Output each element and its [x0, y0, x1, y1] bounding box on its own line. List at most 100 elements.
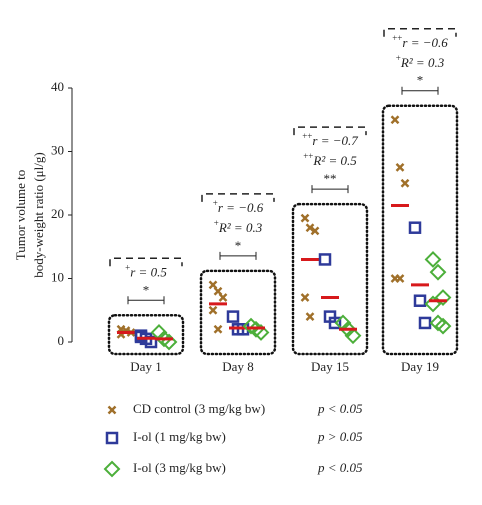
stat-sup: ++: [392, 33, 402, 43]
significance-bracket: [311, 185, 349, 194]
group-box: [291, 202, 369, 356]
stat-text: r = −0.7: [312, 133, 358, 148]
data-point: [318, 253, 332, 266]
marker-stroke: [390, 115, 400, 125]
stat-label: +r = 0.5: [125, 262, 167, 279]
data-point: [400, 178, 410, 188]
stat-label: +r = −0.6: [213, 198, 264, 215]
marker-stroke: [213, 286, 223, 296]
data-point: [408, 221, 422, 234]
y-tick-label: 30: [51, 142, 64, 157]
data-point: [305, 312, 315, 321]
stat-sup: +: [213, 198, 218, 208]
legend-label: I-ol (3 mg/kg bw): [133, 460, 226, 475]
marker-stroke: [305, 312, 315, 321]
significance: *: [235, 238, 242, 253]
significance-bracket: [219, 251, 257, 260]
data-point: [252, 324, 270, 341]
stat-text: r = 0.5: [130, 264, 167, 279]
significance-bracket: [127, 296, 165, 305]
marker-stroke: [300, 293, 310, 302]
stat-text: r = −0.6: [402, 35, 448, 50]
legend-p-value: p < 0.05: [317, 401, 363, 416]
y-axis-label: body-weight ratio (μl/g): [31, 152, 46, 277]
data-point: [434, 289, 452, 306]
marker-stroke: [305, 223, 315, 233]
x-tick-label: Day 19: [401, 359, 439, 374]
group-box: [107, 314, 185, 356]
y-tick-label: 20: [51, 206, 64, 221]
marker-stroke: [395, 162, 405, 172]
marker-stroke: [107, 405, 117, 415]
stat-sup: +: [214, 218, 219, 228]
y-axis-label: Tumor volume to: [13, 170, 28, 261]
data-point: [218, 293, 228, 302]
x-tick-label: Day 15: [311, 359, 349, 374]
x-tick-label: Day 8: [222, 359, 253, 374]
legend-label: I-ol (1 mg/kg bw): [133, 429, 226, 444]
data-point: [424, 251, 442, 268]
marker-stroke: [400, 178, 410, 188]
marker-stroke: [310, 226, 320, 236]
marker-stroke: [213, 324, 223, 334]
legend-p-value: p > 0.05: [317, 429, 363, 444]
stat-sup: ++: [303, 151, 313, 161]
data-point: [395, 274, 405, 283]
legend-marker: [107, 405, 117, 415]
stat-text: r = −0.6: [218, 200, 264, 215]
marker-stroke: [208, 305, 218, 315]
data-point: [413, 294, 427, 307]
stat-label: ++r = −0.7: [302, 131, 358, 148]
marker-stroke: [300, 213, 310, 223]
stat-label: ++R² = 0.5: [303, 151, 357, 168]
legend-marker: [105, 431, 119, 445]
stat-text: R² = 0.3: [218, 220, 263, 235]
stat-label: ++r = −0.6: [392, 33, 448, 50]
data-point: [429, 263, 447, 281]
x-tick-label: Day 1: [130, 359, 161, 374]
stat-bracket: [293, 126, 367, 136]
data-point: [208, 305, 218, 315]
stat-label: +R² = 0.3: [396, 53, 445, 70]
stat-text: R² = 0.5: [312, 153, 357, 168]
data-point: [300, 213, 310, 223]
legend-p-value: p < 0.05: [317, 460, 363, 475]
group-box: [199, 269, 277, 356]
data-point: [328, 316, 342, 330]
data-point: [300, 293, 310, 302]
marker-stroke: [208, 280, 218, 290]
significance: *: [417, 73, 424, 88]
data-point: [395, 162, 405, 172]
y-tick-label: 0: [58, 333, 65, 348]
significance: **: [324, 171, 337, 186]
stat-label: +R² = 0.3: [214, 218, 263, 235]
stat-sup: +: [396, 53, 401, 63]
data-point: [390, 115, 400, 125]
data-point: [344, 327, 362, 345]
marker-stroke: [218, 293, 228, 302]
y-tick-label: 10: [51, 269, 64, 284]
stat-bracket: [383, 28, 457, 37]
stat-sup: ++: [302, 131, 312, 141]
legend-item: I-ol (1 mg/kg bw) p > 0.05: [105, 429, 363, 445]
legend-item: CD control (3 mg/kg bw) p < 0.05: [107, 401, 363, 416]
data-point: [418, 316, 432, 330]
y-tick-label: 40: [51, 79, 64, 94]
stat-bracket: [201, 193, 275, 202]
stat-sup: +: [125, 262, 130, 272]
marker-stroke: [395, 274, 405, 283]
legend-label: CD control (3 mg/kg bw): [133, 401, 265, 416]
legend-item: I-ol (3 mg/kg bw) p < 0.05: [103, 460, 363, 478]
significance: *: [143, 282, 150, 297]
data-point: [226, 310, 240, 323]
data-point: [213, 324, 223, 334]
data-point: [310, 226, 320, 236]
data-point: [305, 223, 315, 233]
stat-text: R² = 0.3: [400, 55, 445, 70]
stat-bracket: [109, 257, 183, 267]
group-box: [381, 104, 459, 356]
data-point: [434, 317, 452, 335]
significance-bracket: [401, 86, 439, 95]
legend-marker: [103, 460, 121, 478]
